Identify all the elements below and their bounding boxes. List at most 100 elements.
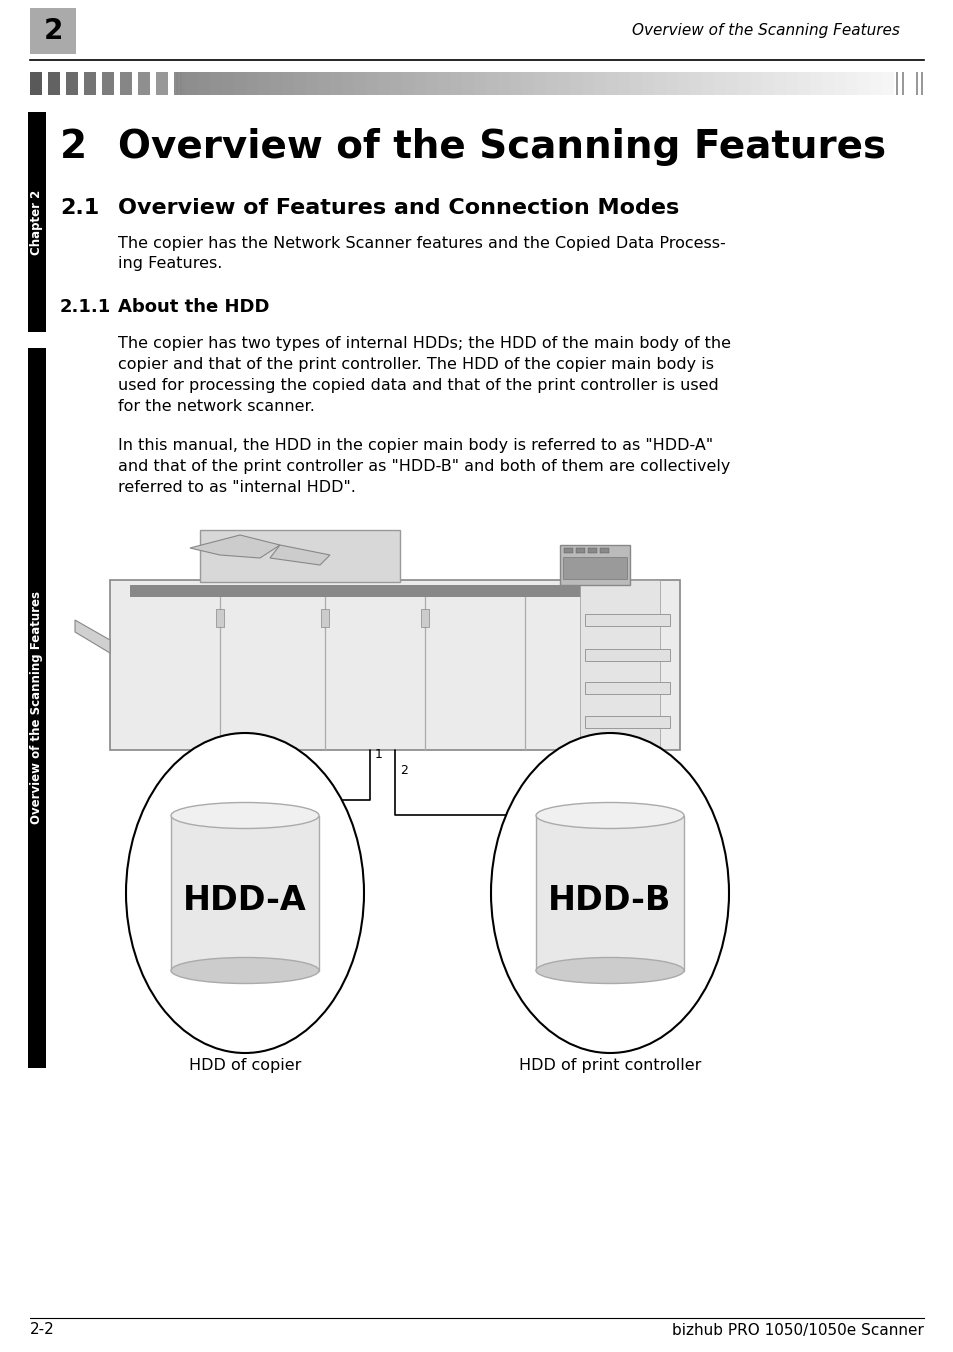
Bar	[233, 72, 246, 95]
Bar	[306, 72, 318, 95]
Bar	[594, 72, 606, 95]
Bar	[749, 72, 761, 95]
Text: Overview of the Scanning Features: Overview of the Scanning Features	[632, 23, 899, 38]
Bar	[584, 681, 669, 694]
Bar	[246, 72, 258, 95]
Bar	[28, 347, 46, 1068]
Polygon shape	[190, 535, 280, 558]
Bar	[785, 72, 798, 95]
Text: copier and that of the print controller. The HDD of the copier main body is: copier and that of the print controller.…	[118, 357, 713, 372]
Bar	[576, 548, 584, 553]
Text: referred to as "internal HDD".: referred to as "internal HDD".	[118, 480, 355, 495]
Bar	[110, 580, 679, 750]
Bar	[510, 72, 522, 95]
Bar	[270, 72, 282, 95]
Text: HDD-A: HDD-A	[183, 884, 307, 918]
Bar	[437, 72, 450, 95]
Bar	[450, 72, 462, 95]
Bar	[341, 72, 355, 95]
Text: HDD-B: HDD-B	[548, 884, 671, 918]
Bar	[689, 72, 701, 95]
Bar	[821, 72, 834, 95]
Bar	[474, 72, 486, 95]
Bar	[857, 72, 869, 95]
Bar	[130, 585, 619, 598]
Bar	[569, 72, 582, 95]
Bar	[420, 608, 429, 627]
Bar	[210, 72, 222, 95]
Bar	[563, 548, 573, 553]
Bar	[797, 72, 810, 95]
Text: 2.1: 2.1	[60, 197, 99, 218]
Bar	[401, 72, 414, 95]
Bar	[377, 72, 390, 95]
Bar	[584, 649, 669, 661]
Bar	[173, 72, 186, 95]
Bar	[354, 72, 366, 95]
Text: bizhub PRO 1050/1050e Scanner: bizhub PRO 1050/1050e Scanner	[672, 1322, 923, 1337]
Bar	[845, 72, 858, 95]
Bar	[200, 530, 399, 581]
Bar	[534, 72, 546, 95]
Text: HDD of print controller: HDD of print controller	[518, 1059, 700, 1073]
Bar	[317, 72, 330, 95]
Bar	[562, 557, 626, 579]
Bar	[320, 608, 329, 627]
Bar	[773, 72, 785, 95]
Bar	[84, 72, 96, 95]
Bar	[579, 580, 659, 750]
Bar	[725, 72, 738, 95]
Bar	[222, 72, 234, 95]
Bar	[678, 72, 690, 95]
Text: 2-2: 2-2	[30, 1322, 54, 1337]
Bar	[665, 72, 678, 95]
Bar	[869, 72, 882, 95]
Ellipse shape	[126, 733, 364, 1053]
Bar	[175, 72, 178, 95]
Ellipse shape	[171, 803, 318, 829]
Bar	[485, 72, 498, 95]
Text: 2.1.1: 2.1.1	[60, 297, 112, 316]
Bar	[901, 72, 903, 95]
Bar	[521, 72, 534, 95]
Bar	[536, 815, 683, 971]
Text: About the HDD: About the HDD	[118, 297, 269, 316]
Bar	[198, 72, 211, 95]
Bar	[180, 72, 182, 95]
Text: Overview of Features and Connection Modes: Overview of Features and Connection Mode…	[118, 197, 679, 218]
Bar	[618, 72, 630, 95]
Bar	[426, 72, 438, 95]
Bar	[545, 72, 558, 95]
Bar	[156, 72, 168, 95]
Bar	[895, 72, 897, 95]
Ellipse shape	[491, 733, 728, 1053]
Polygon shape	[270, 545, 330, 565]
Bar	[186, 72, 198, 95]
Text: for the network scanner.: for the network scanner.	[118, 399, 314, 414]
Bar	[581, 72, 594, 95]
Bar	[414, 72, 426, 95]
Bar	[66, 72, 78, 95]
Bar	[257, 72, 271, 95]
Bar	[584, 614, 669, 626]
Bar	[605, 72, 618, 95]
Text: 2: 2	[399, 764, 408, 777]
Text: 1: 1	[375, 748, 382, 761]
Text: Chapter 2: Chapter 2	[30, 189, 44, 254]
Text: Overview of the Scanning Features: Overview of the Scanning Features	[30, 592, 44, 825]
Bar	[30, 8, 76, 54]
Bar	[330, 72, 342, 95]
Text: 2: 2	[43, 18, 63, 45]
Bar	[559, 545, 629, 585]
Bar	[587, 548, 597, 553]
Bar	[28, 112, 46, 333]
Text: Overview of the Scanning Features: Overview of the Scanning Features	[118, 128, 885, 166]
Text: used for processing the copied data and that of the print controller is used: used for processing the copied data and …	[118, 379, 718, 393]
Bar	[390, 72, 402, 95]
Bar	[102, 72, 113, 95]
Bar	[138, 72, 150, 95]
Bar	[701, 72, 714, 95]
Bar	[920, 72, 923, 95]
Bar	[761, 72, 774, 95]
Bar	[366, 72, 378, 95]
